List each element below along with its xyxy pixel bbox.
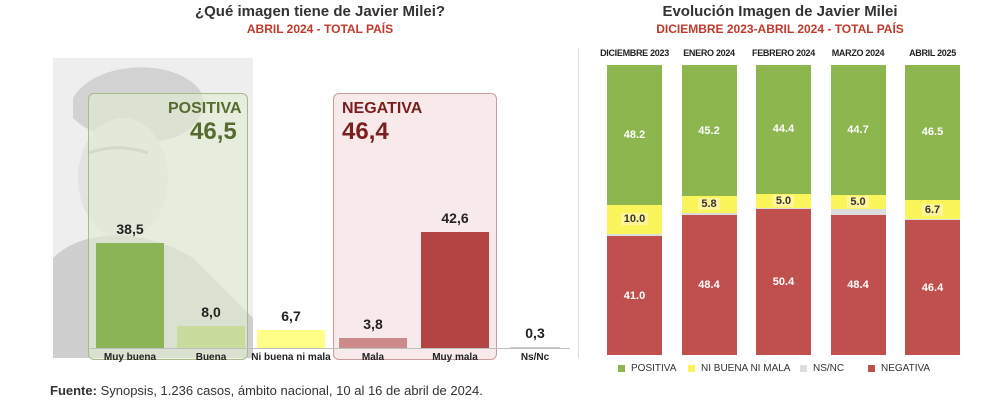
bar-value-label: 6,7 (281, 307, 301, 324)
segment-ns-nc (905, 219, 960, 221)
legend-label: NI BUENA NI MALA (701, 363, 791, 374)
category-label: Muy mala (432, 352, 478, 363)
segment-value-label: 48.4 (847, 278, 869, 291)
segment-value-label: 6.7 (921, 203, 944, 216)
left-chart-title: ¿Qué imagen tiene de Javier Milei? (194, 3, 446, 20)
segment-value-label: 48.2 (623, 128, 646, 141)
right-chart-subtitle: DICIEMBRE 2023-ABRIL 2024 - TOTAL PAÍS (656, 22, 904, 36)
segment-negativa: 50.4 (756, 208, 811, 355)
segment-value-label: 5.8 (698, 198, 720, 211)
segment-value-label: 10.0 (620, 213, 649, 226)
segment-ns-nc (756, 208, 811, 209)
bar-value-label: 3,8 (363, 315, 383, 332)
legend-label: POSITIVA (631, 363, 677, 374)
category-label: Ni buena ni mala (251, 352, 331, 363)
segment-ni-buena-ni-mala: 5.0 (830, 194, 886, 210)
bar-value-label: 42,6 (441, 210, 469, 227)
category-label: Muy buena (103, 352, 157, 363)
segment-value-label: 44.4 (772, 123, 795, 136)
segment-ns-nc (607, 233, 662, 237)
column-header: MARZO 2024 (831, 48, 885, 58)
segment-positiva: 44.7 (830, 65, 886, 195)
column-header: ENERO 2024 (683, 48, 735, 58)
left-chart-subtitle: ABRIL 2024 - TOTAL PAÍS (246, 22, 394, 36)
segment-ni-buena-ni-mala: 5.8 (681, 196, 737, 213)
legend-item: NEGATIVA (868, 363, 930, 374)
legend-item: NS/NC (800, 363, 844, 374)
column-header: ABRIL 2025 (909, 48, 956, 58)
legend-label: NS/NC (813, 363, 845, 374)
bar-buena (177, 326, 245, 348)
chart-divider (578, 48, 579, 358)
segment-positiva: 46.5 (905, 65, 960, 200)
negativa-group-value: 46,4 (342, 118, 389, 145)
bar-value-label: 8,0 (201, 304, 221, 321)
legend-swatch (688, 365, 695, 372)
category-label: Ns/Nc (520, 352, 550, 363)
positiva-group-label: POSITIVA (168, 100, 242, 117)
legend-swatch (868, 365, 875, 372)
bar-ns-nc (510, 347, 560, 348)
positiva-group-value: 46,5 (190, 118, 237, 145)
segment-value-label: 45.2 (698, 124, 720, 137)
bar-mala (339, 337, 407, 348)
segment-value-label: 41.0 (623, 289, 646, 302)
segment-positiva: 44.4 (756, 65, 811, 194)
bar-muy-buena (96, 243, 164, 348)
segment-positiva: 45.2 (681, 65, 737, 197)
left-chart-baseline (90, 348, 570, 349)
segment-negativa: 46.4 (905, 220, 960, 355)
segment-negativa: 48.4 (830, 214, 886, 355)
right-chart-title: Evolución Imagen de Javier Milei (662, 3, 898, 20)
legend-swatch (800, 365, 807, 372)
legend-label: NEGATIVA (881, 363, 931, 374)
source-label: Fuente: (50, 383, 97, 398)
segment-value-label: 46.4 (921, 281, 944, 294)
source-note: Fuente: Synopsis, 1.236 casos, ámbito na… (50, 383, 483, 398)
bar-value-label: 38,5 (116, 221, 144, 238)
negativa-group-label: NEGATIVA (342, 100, 423, 117)
segment-ni-buena-ni-mala: 5.0 (756, 193, 811, 209)
segment-ns-nc (681, 212, 737, 215)
segment-ns-nc (830, 209, 886, 215)
segment-value-label: 50.4 (772, 275, 795, 288)
segment-value-label: 5.0 (847, 195, 869, 208)
segment-negativa: 48.4 (681, 214, 737, 355)
segment-value-label: 44.7 (847, 123, 869, 136)
category-label: Mala (361, 352, 385, 363)
bar-ni-buena-ni-mala (257, 329, 325, 348)
bar-muy-mala (421, 232, 489, 348)
segment-negativa: 41.0 (607, 236, 662, 355)
segment-positiva: 48.2 (607, 65, 662, 205)
column-header: FEBRERO 2024 (752, 48, 815, 58)
segment-ni-buena-ni-mala: 10.0 (607, 204, 662, 234)
legend-item: POSITIVA (618, 363, 676, 374)
source-text: Synopsis, 1.236 casos, ámbito nacional, … (96, 383, 483, 398)
legend-item: NI BUENA NI MALA (688, 363, 790, 374)
segment-ni-buena-ni-mala: 6.7 (905, 199, 960, 220)
segment-value-label: 48.4 (698, 278, 720, 291)
bar-value-label: 0,3 (525, 325, 545, 341)
segment-value-label: 5.0 (772, 195, 795, 207)
column-header: DICIEMBRE 2023 (600, 48, 669, 58)
legend-swatch (618, 365, 625, 372)
category-label: Buena (195, 352, 227, 363)
segment-value-label: 46.5 (921, 126, 944, 139)
